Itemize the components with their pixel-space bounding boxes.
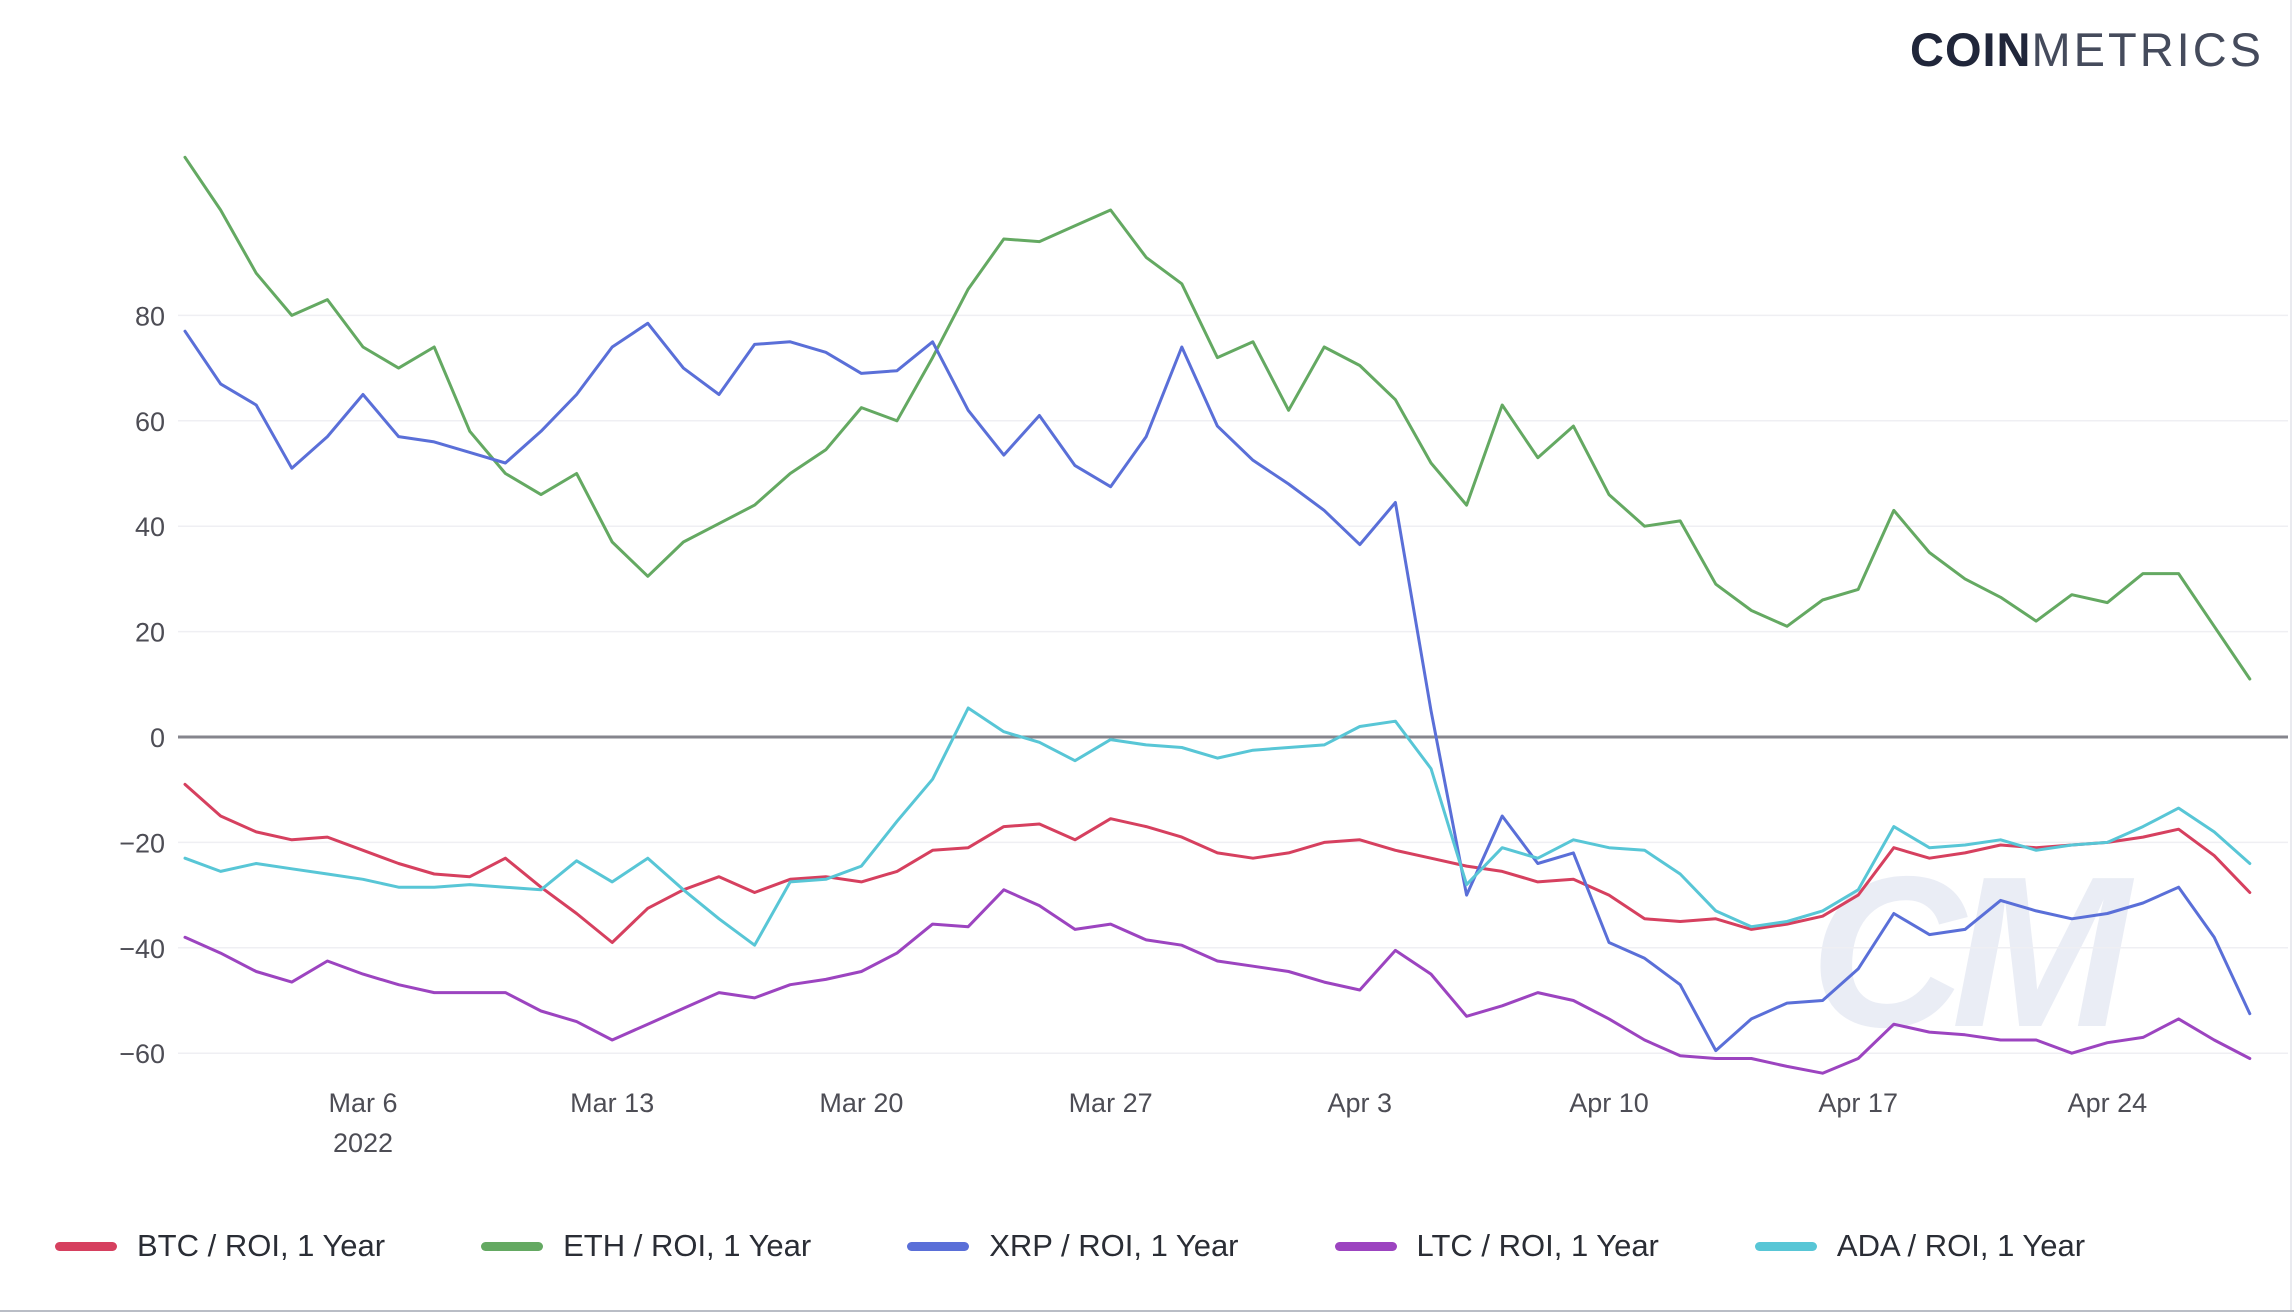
y-tick-label--60: −60 <box>119 1039 165 1069</box>
x-tick-label-mar-6: Mar 6 <box>328 1088 397 1118</box>
series-line-ltc <box>183 888 2252 1075</box>
series-line-xrp <box>183 321 2252 1053</box>
legend-label-xrp: XRP / ROI, 1 Year <box>989 1228 1239 1263</box>
coinmetrics-logo: COINMETRICS <box>1910 22 2264 77</box>
x-axis-year-label: 2022 <box>333 1128 393 1158</box>
y-tick-label-0: 0 <box>150 723 165 753</box>
legend-label-ada: ADA / ROI, 1 Year <box>1836 1228 2086 1263</box>
logo-coin-text: COIN <box>1910 23 2032 76</box>
x-axis-tick-labels: Mar 6 2022 Mar 13 Mar 20 Mar 27 Apr 3 Apr 10 Ap… <box>328 1088 2147 1158</box>
page-right-border <box>2290 0 2292 1310</box>
y-tick-label-40: 40 <box>135 512 165 542</box>
legend-item-xrp[interactable]: XRP / ROI, 1 Year <box>907 1228 1239 1264</box>
legend-label-btc: BTC / ROI, 1 Year <box>137 1228 386 1263</box>
y-axis-tick-labels: 80 60 40 20 0 −20 −40 −60 <box>119 301 165 1069</box>
x-tick-label-mar-27: Mar 27 <box>1069 1088 1153 1118</box>
legend-label-eth: ETH / ROI, 1 Year <box>563 1228 812 1263</box>
series-line-btc <box>183 782 2252 944</box>
x-tick-label-apr-10: Apr 10 <box>1569 1088 1649 1118</box>
gridlines <box>178 314 2288 1054</box>
legend-item-btc[interactable]: BTC / ROI, 1 Year <box>55 1228 385 1264</box>
legend-swatch-ltc <box>1334 1241 1397 1251</box>
logo-metrics-text: METRICS <box>2031 23 2264 76</box>
legend-label-ltc: LTC / ROI, 1 Year <box>1416 1228 1659 1263</box>
legend-swatch-btc <box>55 1241 117 1251</box>
legend-item-ada[interactable]: ADA / ROI, 1 Year <box>1754 1228 2086 1264</box>
legend-swatch-xrp <box>907 1241 970 1251</box>
x-tick-label-apr-17: Apr 17 <box>1818 1088 1898 1118</box>
x-tick-label-apr-24: Apr 24 <box>2068 1088 2148 1118</box>
y-tick-label--40: −40 <box>119 934 165 964</box>
y-tick-label-80: 80 <box>135 301 165 331</box>
chart-legend: BTC / ROI, 1 Year ETH / ROI, 1 Year XRP / … <box>55 1228 2085 1264</box>
y-tick-label--20: −20 <box>119 828 165 858</box>
legend-swatch-ada <box>1754 1241 1817 1251</box>
series-line-eth <box>183 155 2252 681</box>
legend-item-ltc[interactable]: LTC / ROI, 1 Year <box>1334 1228 1659 1264</box>
x-tick-label-mar-20: Mar 20 <box>819 1088 903 1118</box>
y-tick-label-60: 60 <box>135 407 165 437</box>
series-lines <box>183 155 2252 1075</box>
x-tick-label-mar-13: Mar 13 <box>570 1088 654 1118</box>
legend-swatch-eth <box>481 1241 544 1251</box>
series-line-ada <box>183 706 2252 947</box>
legend-item-eth[interactable]: ETH / ROI, 1 Year <box>481 1228 811 1264</box>
y-tick-label-20: 20 <box>135 618 165 648</box>
x-tick-label-apr-3: Apr 3 <box>1328 1088 1393 1118</box>
